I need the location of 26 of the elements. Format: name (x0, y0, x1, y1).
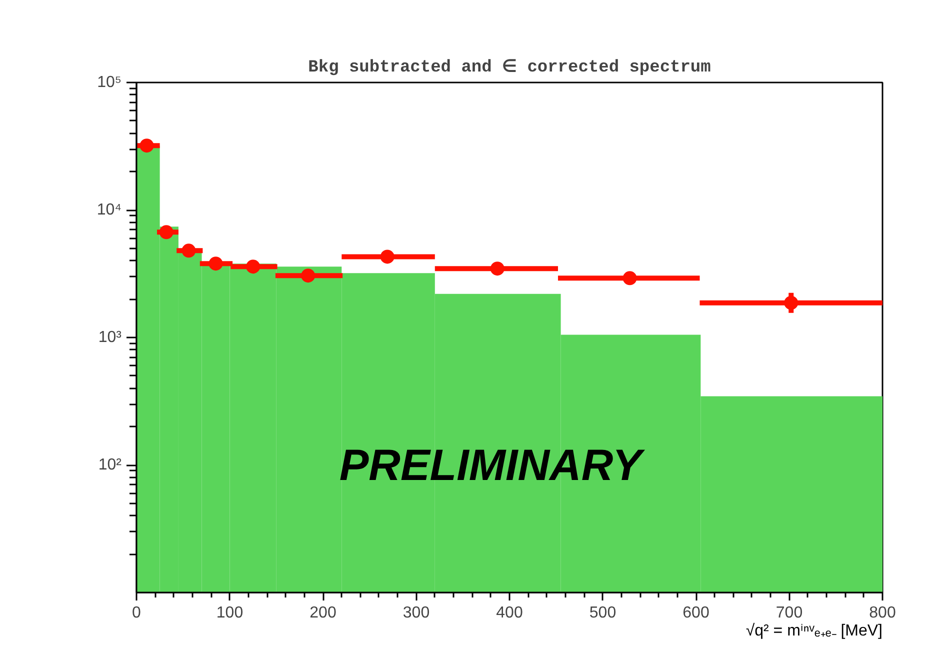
x-axis-title: √q² = mⁱⁿᵛₑ₊ₑ₋ [MeV] (746, 622, 882, 640)
point (182, 244, 196, 258)
point (490, 262, 504, 276)
point (622, 271, 637, 286)
x-tick-label: 800 (869, 604, 896, 622)
x-tick-label: 300 (402, 604, 430, 622)
y-tick-label: 10² (98, 456, 122, 474)
x-tick-label: 100 (216, 604, 244, 622)
point (140, 138, 154, 153)
point (301, 268, 316, 283)
x-tick-label: 500 (589, 604, 616, 622)
y-tick-label: 10⁴ (96, 202, 122, 218)
y-tick-label: 10³ (98, 329, 122, 346)
x-tick-label: 0 (132, 604, 142, 622)
y-tick-label: 10⁵ (97, 74, 122, 91)
x-tick-label: 200 (310, 604, 336, 622)
point (380, 250, 394, 264)
point (159, 225, 174, 240)
point (208, 256, 223, 271)
point (246, 260, 260, 274)
x-tick-label: 400 (496, 604, 523, 622)
chart-title: Bkg subtracted and ∈ corrected spectrum (308, 58, 711, 78)
point (784, 296, 798, 310)
annotation: PRELIMINARY (339, 441, 646, 490)
x-tick-label: 600 (682, 604, 710, 622)
x-tick-label: 700 (776, 604, 803, 622)
